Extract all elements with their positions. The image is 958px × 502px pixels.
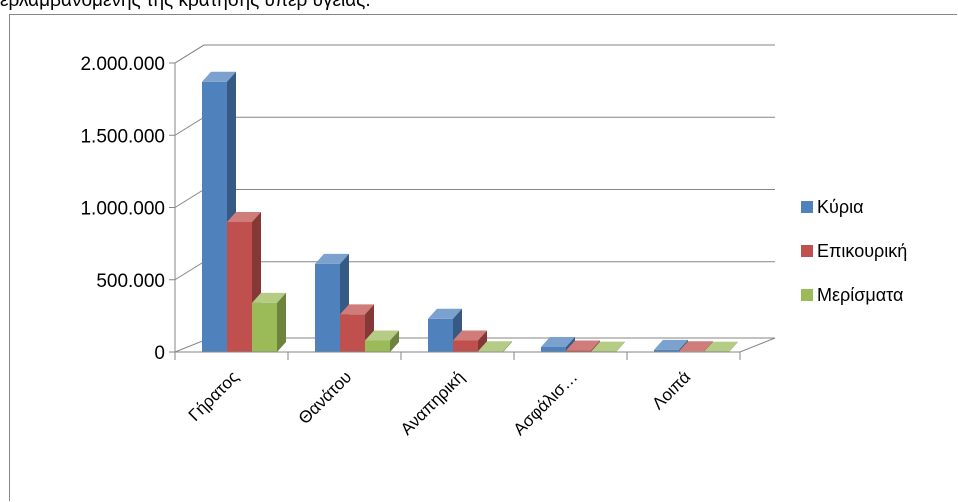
bar-Επικουρική-front [566,350,591,352]
bar-Επικουρική-top [453,330,487,341]
y-tick-label: 2.000.000 [80,54,165,75]
bar-Μερίσματα-side [616,341,625,352]
gridline [174,116,775,136]
x-axis: Γήρατος Θανάτου Αναπηρική Ασφάλισ… Λοιπά [174,351,741,439]
bar-Κύρια-front [654,349,679,352]
bar-Μερίσματα-front [365,340,390,352]
legend: Κύρια Επικουρική Μερίσματα [801,197,907,305]
bar-Κύρια-front [541,346,566,352]
bar-Επικουρική-top [227,211,261,222]
legend-label: Κύρια [817,197,864,217]
bar-Κύρια-top [315,253,349,264]
bar-Επικουρική-front [227,221,252,352]
gridline [174,44,775,64]
x-tick-label: Θανάτου [295,367,356,428]
legend-label: Επικουρική [817,241,907,261]
x-tick-label: Ασφάλισ… [510,367,582,439]
bar-Επικουρική-front [453,340,478,352]
chart-caption: ερλαμβανόμενης της κράτησης υπέρ υγείας. [0,0,371,11]
bar-Επικουρική-side [478,330,487,352]
bar-Επικουρική-front [340,314,365,352]
y-tick-label: 1.000.000 [80,199,165,220]
gridlines [174,44,775,281]
bar-Κύρια-front [315,263,340,352]
bars [202,71,738,352]
x-tick-label: Αναπηρική [397,367,468,438]
bar-Κύρια-top [654,339,688,350]
y-tick-label: 0 [154,343,165,364]
bar-Κύρια-top [428,308,462,319]
bar-Επικουρική-top [566,340,600,351]
bar-Μερίσματα-top [704,341,738,352]
bar-Μερίσματα-side [729,341,738,352]
legend-label: Μερίσματα [817,285,903,305]
bar-Μερίσματα-side [277,292,286,352]
gridline [174,261,775,281]
y-tick-label: 500.000 [96,271,165,292]
bar-Μερίσματα-front [252,302,277,352]
bar-Κύρια-top [541,336,575,347]
bar-Κύρια-front [428,318,453,352]
bar-Επικουρική-top [679,341,713,352]
gridline [174,189,775,208]
x-tick-label: Λοιπά [648,367,694,413]
bar-Μερίσματα-top [478,341,512,352]
bar-Μερίσματα-top [365,330,399,341]
legend-swatch [801,201,813,213]
bar-Μερίσματα-top [591,341,625,352]
y-tick-label: 1.500.000 [80,126,165,147]
bar-Μερίσματα-side [390,330,399,352]
y-axis: 0 500.000 1.000.000 1.500.000 2.000.000 [80,54,175,364]
bar-Επικουρική-top [340,304,374,315]
chart-frame [9,14,957,501]
legend-swatch [801,289,813,301]
bar-Κύρια-top [202,71,236,82]
x-tick-label: Γήρατος [185,367,243,425]
bar-Μερίσματα-side [503,341,512,352]
bar-Μερίσματα-top [252,292,286,303]
legend-swatch [801,245,813,257]
bar-Κύρια-front [202,81,227,352]
